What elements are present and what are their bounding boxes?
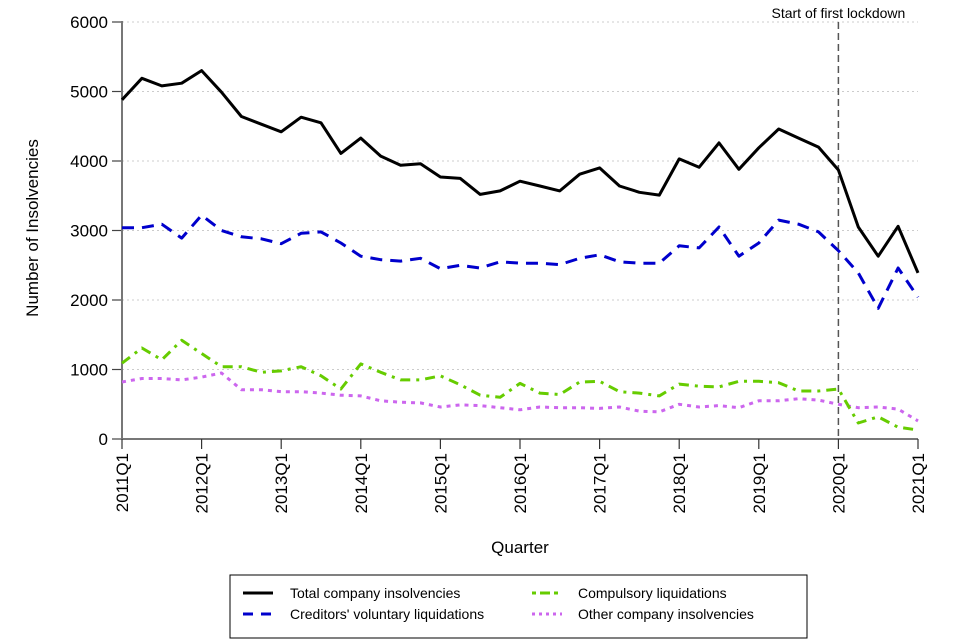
x-tick-label: 2015Q1 (431, 453, 450, 514)
y-tick-label: 0 (99, 430, 108, 449)
x-tick-label: 2019Q1 (750, 453, 769, 514)
lockdown-annotation: Start of first lockdown (771, 5, 905, 439)
x-tick-label: 2017Q1 (591, 453, 610, 514)
legend-label: Total company insolvencies (290, 585, 460, 601)
series-line-0 (120, 69, 920, 274)
x-axis: 2011Q1 2012Q1 2013Q1 2014Q1 2015Q1 2016Q1 2017… (113, 438, 928, 514)
y-tick-label: 1000 (70, 361, 108, 380)
x-tick-label: 2021Q1 (909, 453, 928, 514)
y-axis-label: Number of Insolvencies (23, 139, 42, 317)
legend-label: Other company insolvencies (578, 606, 754, 622)
legend-label: Compulsory liquidations (578, 585, 727, 601)
x-axis-label: Quarter (491, 538, 549, 557)
y-tick-label: 3000 (70, 222, 108, 241)
legend: Total company insolvencies Creditors' vol… (229, 574, 808, 639)
y-axis: 0 1000 2000 3000 4000 5000 6000 (70, 13, 123, 449)
gridlines (122, 21, 918, 370)
series-line-1 (122, 213, 920, 310)
y-tick-label: 2000 (70, 291, 108, 310)
x-tick-label: 2016Q1 (511, 453, 530, 514)
x-tick-label: 2020Q1 (829, 453, 848, 514)
x-tick-label: 2013Q1 (272, 453, 291, 514)
legend-box (229, 574, 808, 639)
y-tick-label: 5000 (70, 83, 108, 102)
series-lines (120, 69, 920, 432)
lockdown-label: Start of first lockdown (771, 5, 905, 21)
y-tick-label: 6000 (70, 13, 108, 32)
x-tick-label: 2011Q1 (113, 453, 132, 512)
legend-label: Creditors' voluntary liquidations (290, 606, 484, 622)
x-tick-label: 2012Q1 (193, 453, 212, 514)
x-tick-label: 2018Q1 (670, 453, 689, 514)
series-line-2 (121, 338, 919, 432)
y-tick-label: 4000 (70, 152, 108, 171)
series-line-3 (121, 371, 919, 423)
x-tick-label: 2014Q1 (352, 453, 371, 514)
